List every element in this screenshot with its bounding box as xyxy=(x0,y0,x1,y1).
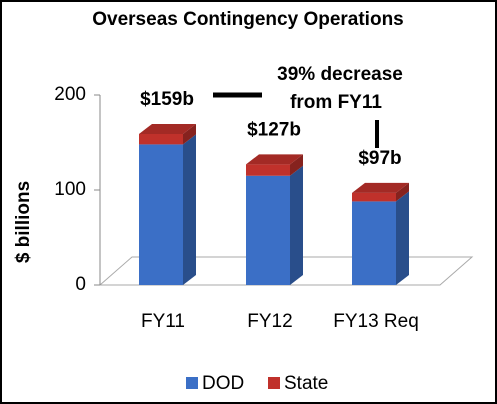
bar-face xyxy=(183,123,196,145)
legend-swatch xyxy=(186,377,198,389)
bar-face xyxy=(396,182,409,202)
x-tick-label: FY11 xyxy=(141,311,185,332)
y-tick-label: 200 xyxy=(54,84,86,105)
bar xyxy=(246,165,303,285)
bar-face xyxy=(246,164,290,176)
bar xyxy=(139,134,196,285)
y-tick-label: 100 xyxy=(54,179,86,200)
data-label: $159b xyxy=(140,89,194,110)
bar-face xyxy=(290,165,303,285)
bar xyxy=(139,123,196,145)
bar-face xyxy=(290,154,303,176)
legend-label: DOD xyxy=(202,373,244,394)
bar-face xyxy=(396,191,409,285)
chart-title: Overseas Contingency Operations xyxy=(92,9,404,30)
bar-face xyxy=(246,175,290,285)
bar xyxy=(352,182,409,202)
bar-face xyxy=(352,192,396,202)
legend-label: State xyxy=(284,373,328,394)
x-tick-label: FY13 Req xyxy=(333,311,419,332)
bar xyxy=(246,154,303,176)
annotation: 39% decrease xyxy=(277,64,403,85)
legend-swatch xyxy=(268,377,280,389)
bar-face xyxy=(352,182,409,193)
x-tick-label: FY12 xyxy=(247,311,292,332)
bar-face xyxy=(352,201,396,285)
bar xyxy=(352,191,409,285)
bar-face xyxy=(139,144,183,285)
bar-face xyxy=(246,154,303,165)
y-tick-label: 0 xyxy=(75,274,86,295)
bar-face xyxy=(139,123,196,134)
annotation: from FY11 xyxy=(290,92,382,113)
bar-face xyxy=(183,134,196,285)
y-axis-label: $ billions xyxy=(13,181,34,263)
bar-face xyxy=(139,133,183,145)
data-label: $97b xyxy=(358,148,401,169)
data-label: $127b xyxy=(247,119,301,140)
